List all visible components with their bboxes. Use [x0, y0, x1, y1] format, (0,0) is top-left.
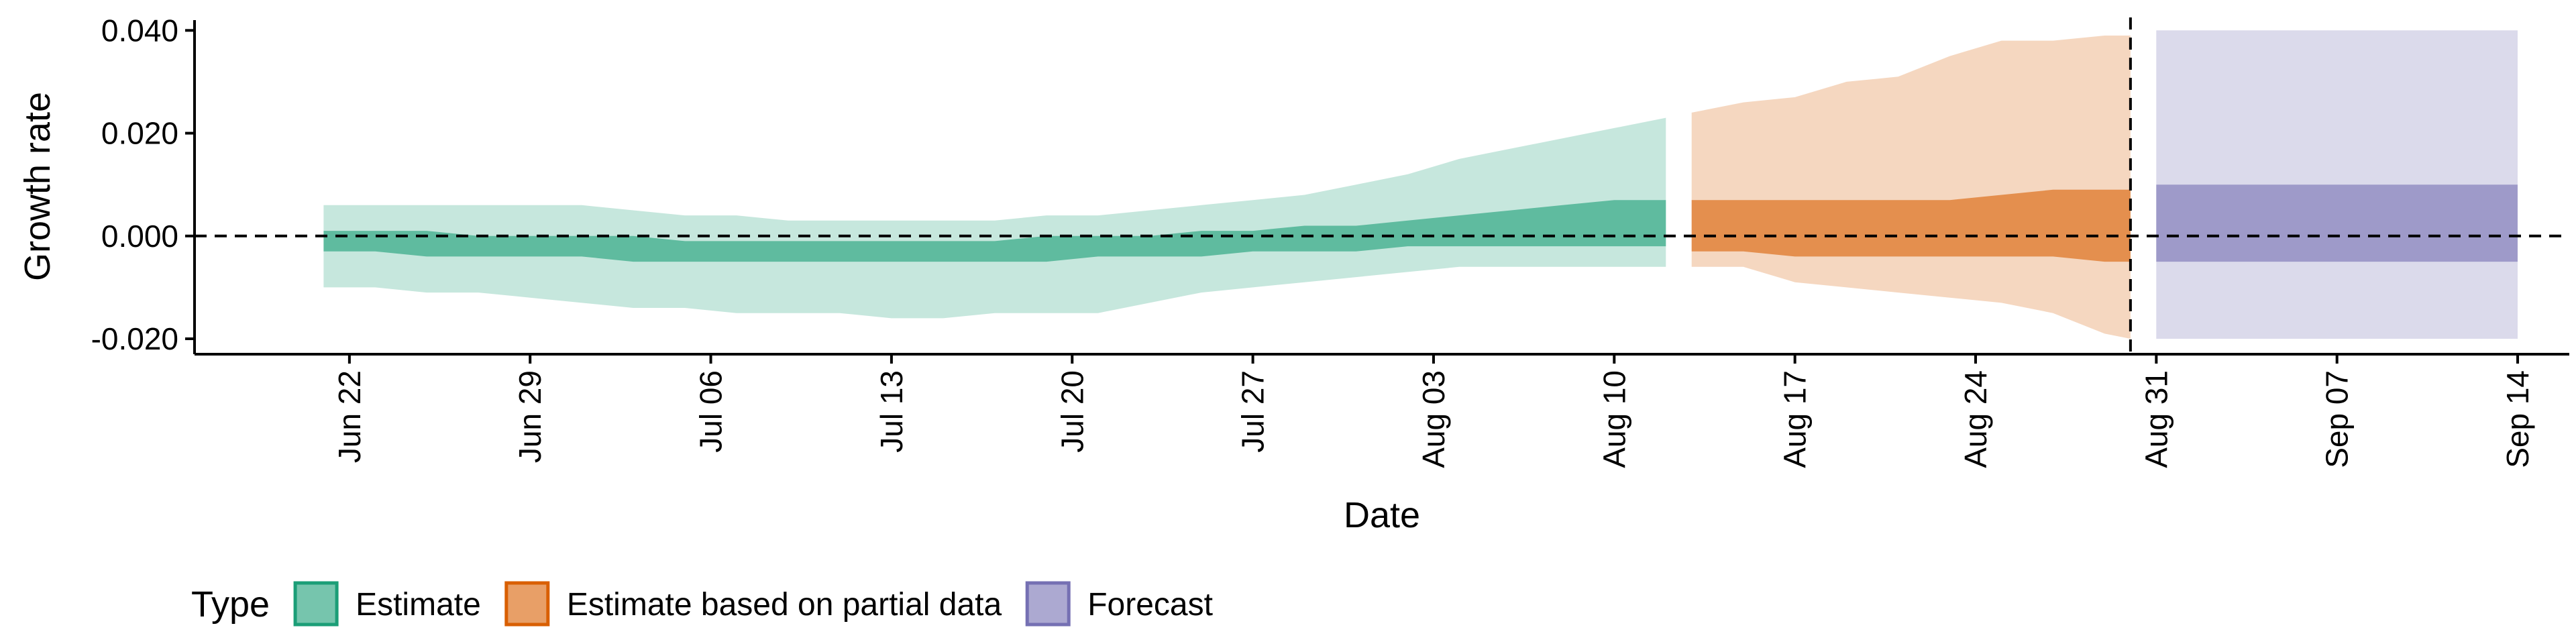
x-tick-label: Aug 24	[1958, 370, 1993, 468]
series-bands	[323, 30, 2518, 339]
x-tick-label: Sep 07	[2320, 370, 2355, 468]
partial-band-50	[1691, 189, 2131, 262]
x-tick-label: Jul 20	[1055, 370, 1089, 453]
x-tick-label: Aug 03	[1416, 370, 1451, 468]
legend-key-forecast	[1025, 581, 1071, 627]
estimate-band-90	[323, 117, 1666, 319]
x-tick-label: Jul 13	[874, 370, 909, 453]
y-tick-label: 0.000	[101, 219, 178, 254]
x-tick-label: Jul 27	[1236, 370, 1271, 453]
axes	[193, 20, 2569, 356]
legend-key-estimate	[293, 581, 339, 627]
estimate-band-50	[323, 200, 1666, 262]
legend-label: Forecast	[1087, 587, 1213, 623]
x-tick-label: Aug 10	[1597, 370, 1631, 468]
x-tick-label: Sep 14	[2500, 370, 2535, 468]
x-tick-label: Jun 29	[513, 370, 547, 463]
partial-band-90	[1691, 36, 2131, 339]
legend-label: Estimate based on partial data	[567, 587, 1002, 623]
reference-lines	[195, 17, 2569, 354]
legend-key-partial	[504, 581, 550, 627]
x-tick-label: Jun 22	[332, 370, 367, 463]
y-tick-label: 0.040	[101, 13, 178, 48]
x-tick-label: Aug 31	[2139, 370, 2174, 468]
x-tick-label: Aug 17	[1778, 370, 1813, 468]
x-axis-title: Date	[1344, 495, 1420, 535]
y-axis-title: Growth rate	[17, 92, 58, 281]
legend-label: Estimate	[356, 587, 481, 623]
forecast-band-90	[2156, 30, 2518, 339]
x-tick-label: Jul 06	[694, 370, 729, 453]
legend: Type Estimate Estimate based on partial d…	[191, 581, 1213, 627]
forecast-band-50	[2156, 184, 2518, 262]
y-tick-label: -0.020	[91, 321, 178, 356]
x-ticks: Jun 22 Jun 29 Jul 06 Jul 13 Jul 20 Jul 27 Aug …	[332, 354, 2535, 468]
legend-title: Type	[191, 584, 270, 625]
y-ticks: -0.020 0.000 0.020 0.040	[91, 13, 195, 356]
y-tick-label: 0.020	[101, 116, 178, 151]
